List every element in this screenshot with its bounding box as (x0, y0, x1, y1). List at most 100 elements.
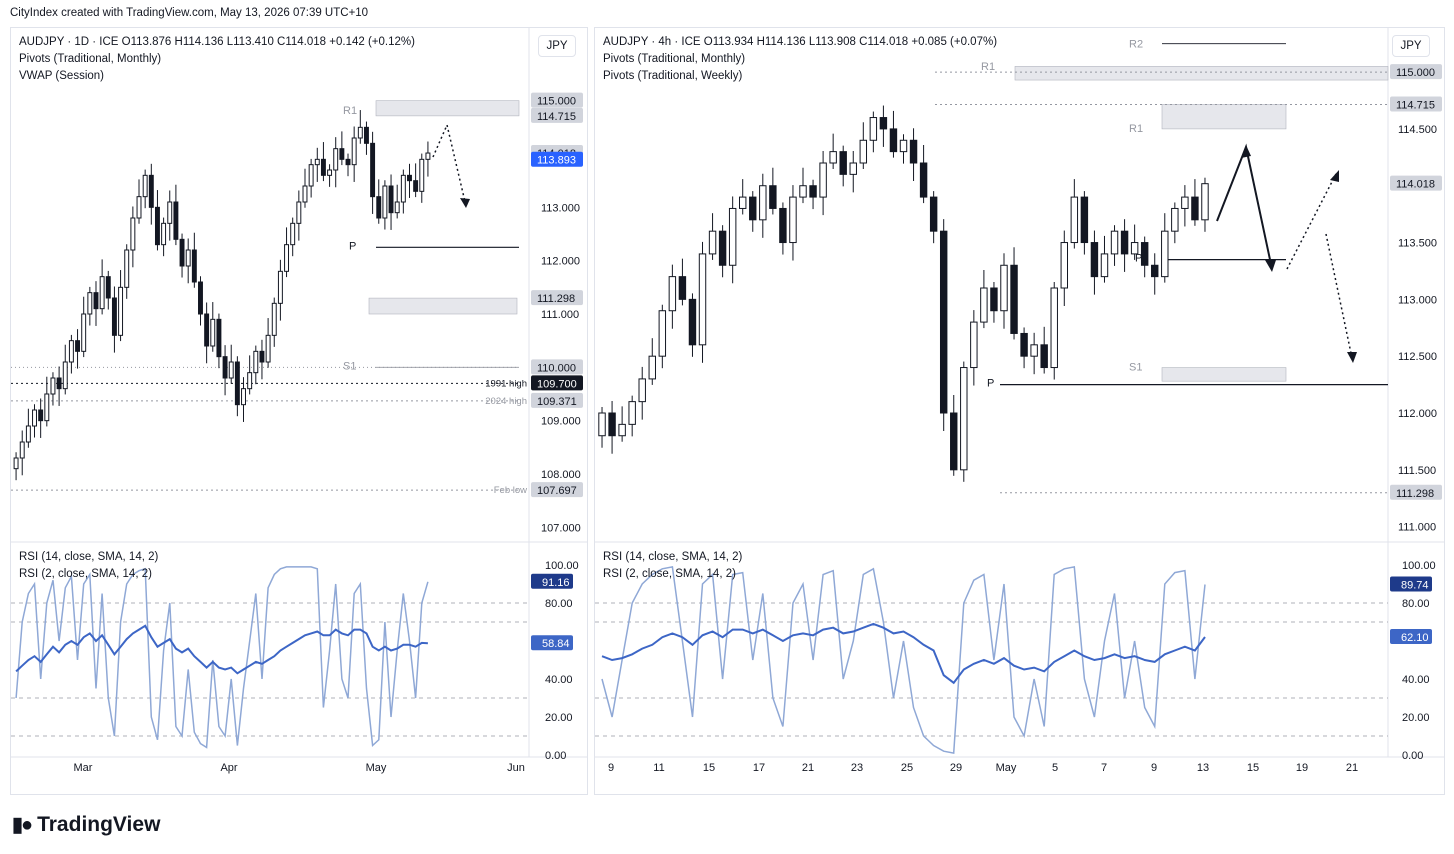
brand-name: TradingView (37, 813, 161, 836)
left-candle (118, 286, 124, 336)
left-candle (314, 158, 320, 166)
left-candle (167, 201, 173, 224)
right-candle (1080, 196, 1089, 244)
right-rsi-tick-label: 0.00 (1402, 750, 1423, 762)
left-price-tag: 110.000 (537, 362, 576, 374)
left-legend-vwap[interactable]: VWAP (Session) (19, 70, 104, 82)
left-candle (284, 244, 290, 272)
right-candle (849, 162, 857, 175)
left-candle (370, 142, 376, 198)
left-pivot-label-r1: R1 (343, 105, 357, 117)
left-price-tick-label: 108.000 (541, 469, 581, 481)
right-candle (859, 139, 868, 164)
left-candle (62, 361, 68, 390)
left-candle (204, 313, 210, 347)
left-candle (277, 270, 283, 304)
right-candle (879, 117, 888, 130)
right-candle (1181, 196, 1189, 209)
left-price-tag: 111.298 (537, 293, 575, 305)
right-pivot-zone (1161, 104, 1287, 130)
right-candle (839, 151, 847, 175)
left-rsi-tag-bg (531, 573, 573, 589)
left-label-2024-high: 2024 high (485, 396, 527, 407)
right-price-tick-label: 113.000 (1398, 294, 1437, 306)
left-price-tag-bg (531, 359, 583, 375)
left-price-tag: 109.700 (537, 378, 577, 390)
chart-credit: CityIndex created with TradingView.com, … (10, 7, 369, 19)
left-candle (13, 457, 19, 470)
right-rsi-tick-label: 40.00 (1402, 674, 1430, 686)
left-candle (308, 164, 314, 187)
left-price-tag-bg (531, 107, 583, 123)
right-candle (869, 117, 878, 141)
left-candle (290, 222, 296, 246)
left-price-tag-bg (531, 290, 583, 306)
left-candle (99, 276, 105, 310)
left-currency-button[interactable]: JPY (538, 35, 576, 57)
left-pivot-label-p: P (349, 240, 356, 252)
right-currency-button[interactable]: JPY (1392, 35, 1430, 57)
right-rsi14-line (601, 622, 1206, 685)
left-price-tick-label: 107.000 (541, 522, 581, 534)
left-price-tag: 115.000 (537, 96, 576, 108)
left-candle (333, 148, 339, 171)
right-price-tick-label: 113.500 (1398, 238, 1437, 250)
right-price-tag: 111.298 (1396, 488, 1434, 500)
left-candle (339, 148, 345, 160)
right-chart-pane[interactable]: 114.500 113.500 113.000 112.500 112.000 111.5… (594, 27, 1445, 795)
right-pivot-label-weekly-s1: S1 (1129, 362, 1142, 374)
right-pivot-label-r2: R2 (1129, 39, 1143, 51)
right-legend-monthly-pivots[interactable]: Pivots (Traditional, Monthly) (603, 53, 746, 65)
left-price-tag: 109.371 (537, 396, 577, 408)
left-candle (198, 281, 203, 315)
left-candle (222, 356, 228, 379)
tradingview-brand[interactable]: ▮● TradingView (12, 812, 160, 837)
right-rsi-legend: RSI (14, close, SMA, 14, 2) RSI (2, clos… (603, 549, 742, 583)
right-rsi14-legend[interactable]: RSI (14, close, SMA, 14, 2) (603, 551, 743, 563)
left-legend-symbol[interactable]: AUDJPY · 1D · ICE O113.876 H114.136 L113… (19, 36, 415, 48)
right-candle (1100, 253, 1109, 278)
right-price-tick-label: 112.500 (1398, 351, 1437, 363)
left-rsi2-legend[interactable]: RSI (2, close, SMA, 14, 2) (19, 568, 152, 580)
right-price-tag: 115.000 (1396, 67, 1435, 79)
right-candle (1040, 344, 1048, 369)
left-price-tag-bg (531, 92, 583, 108)
left-legend-pivots[interactable]: Pivots (Traditional, Monthly) (19, 53, 162, 65)
left-rsi14-line (15, 624, 428, 675)
right-legend: AUDJPY · 4h · ICE O113.934 H114.136 L113… (603, 34, 997, 85)
right-candle (1110, 230, 1119, 255)
right-legend-weekly-pivots[interactable]: Pivots (Traditional, Weekly) (603, 70, 743, 82)
left-price-tag-bg (531, 482, 583, 498)
right-price-tag: 114.715 (1396, 99, 1435, 111)
right-candle (728, 207, 737, 266)
left-candle (56, 377, 62, 390)
left-chart-pane[interactable]: 113.000 112.000 111.000 109.000 108.000 107.0… (10, 27, 588, 795)
right-rsi-tick-label: 20.00 (1402, 712, 1430, 724)
left-candle (105, 276, 111, 299)
right-candle (919, 162, 928, 198)
left-label-feb-low: Feb low (494, 485, 527, 496)
left-chart-svg[interactable]: 113.000 112.000 111.000 109.000 108.000 107.0… (11, 28, 587, 794)
left-rsi14-legend[interactable]: RSI (14, close, SMA, 14, 2) (19, 551, 159, 563)
right-rsi-tag: 89.74 (1401, 579, 1429, 591)
right-rsi2-legend[interactable]: RSI (2, close, SMA, 14, 2) (603, 568, 736, 580)
right-candle (1090, 242, 1099, 278)
right-candle (698, 253, 707, 346)
right-candle (779, 207, 787, 244)
left-time-label: Mar (74, 762, 93, 774)
right-scenario-arrowhead-solid (1265, 260, 1276, 272)
left-candle (81, 313, 87, 352)
right-price-tick-label: 114.500 (1398, 124, 1437, 136)
left-candle (19, 441, 25, 459)
left-candle (210, 318, 216, 347)
right-candle (1050, 287, 1058, 369)
left-candle (75, 340, 81, 352)
left-pivot-label-s1: S1 (343, 360, 356, 372)
right-scenario-arrow-solid (1216, 143, 1273, 270)
right-pivot-zone (1014, 66, 1389, 81)
right-chart-svg[interactable]: 114.500 113.500 113.000 112.500 112.000 111.5… (595, 28, 1444, 794)
right-candle (688, 298, 697, 346)
right-time-label: 17 (753, 762, 765, 774)
left-rsi-legend: RSI (14, close, SMA, 14, 2) RSI (2, clos… (19, 549, 158, 583)
right-legend-symbol[interactable]: AUDJPY · 4h · ICE O113.934 H114.136 L113… (603, 36, 998, 48)
